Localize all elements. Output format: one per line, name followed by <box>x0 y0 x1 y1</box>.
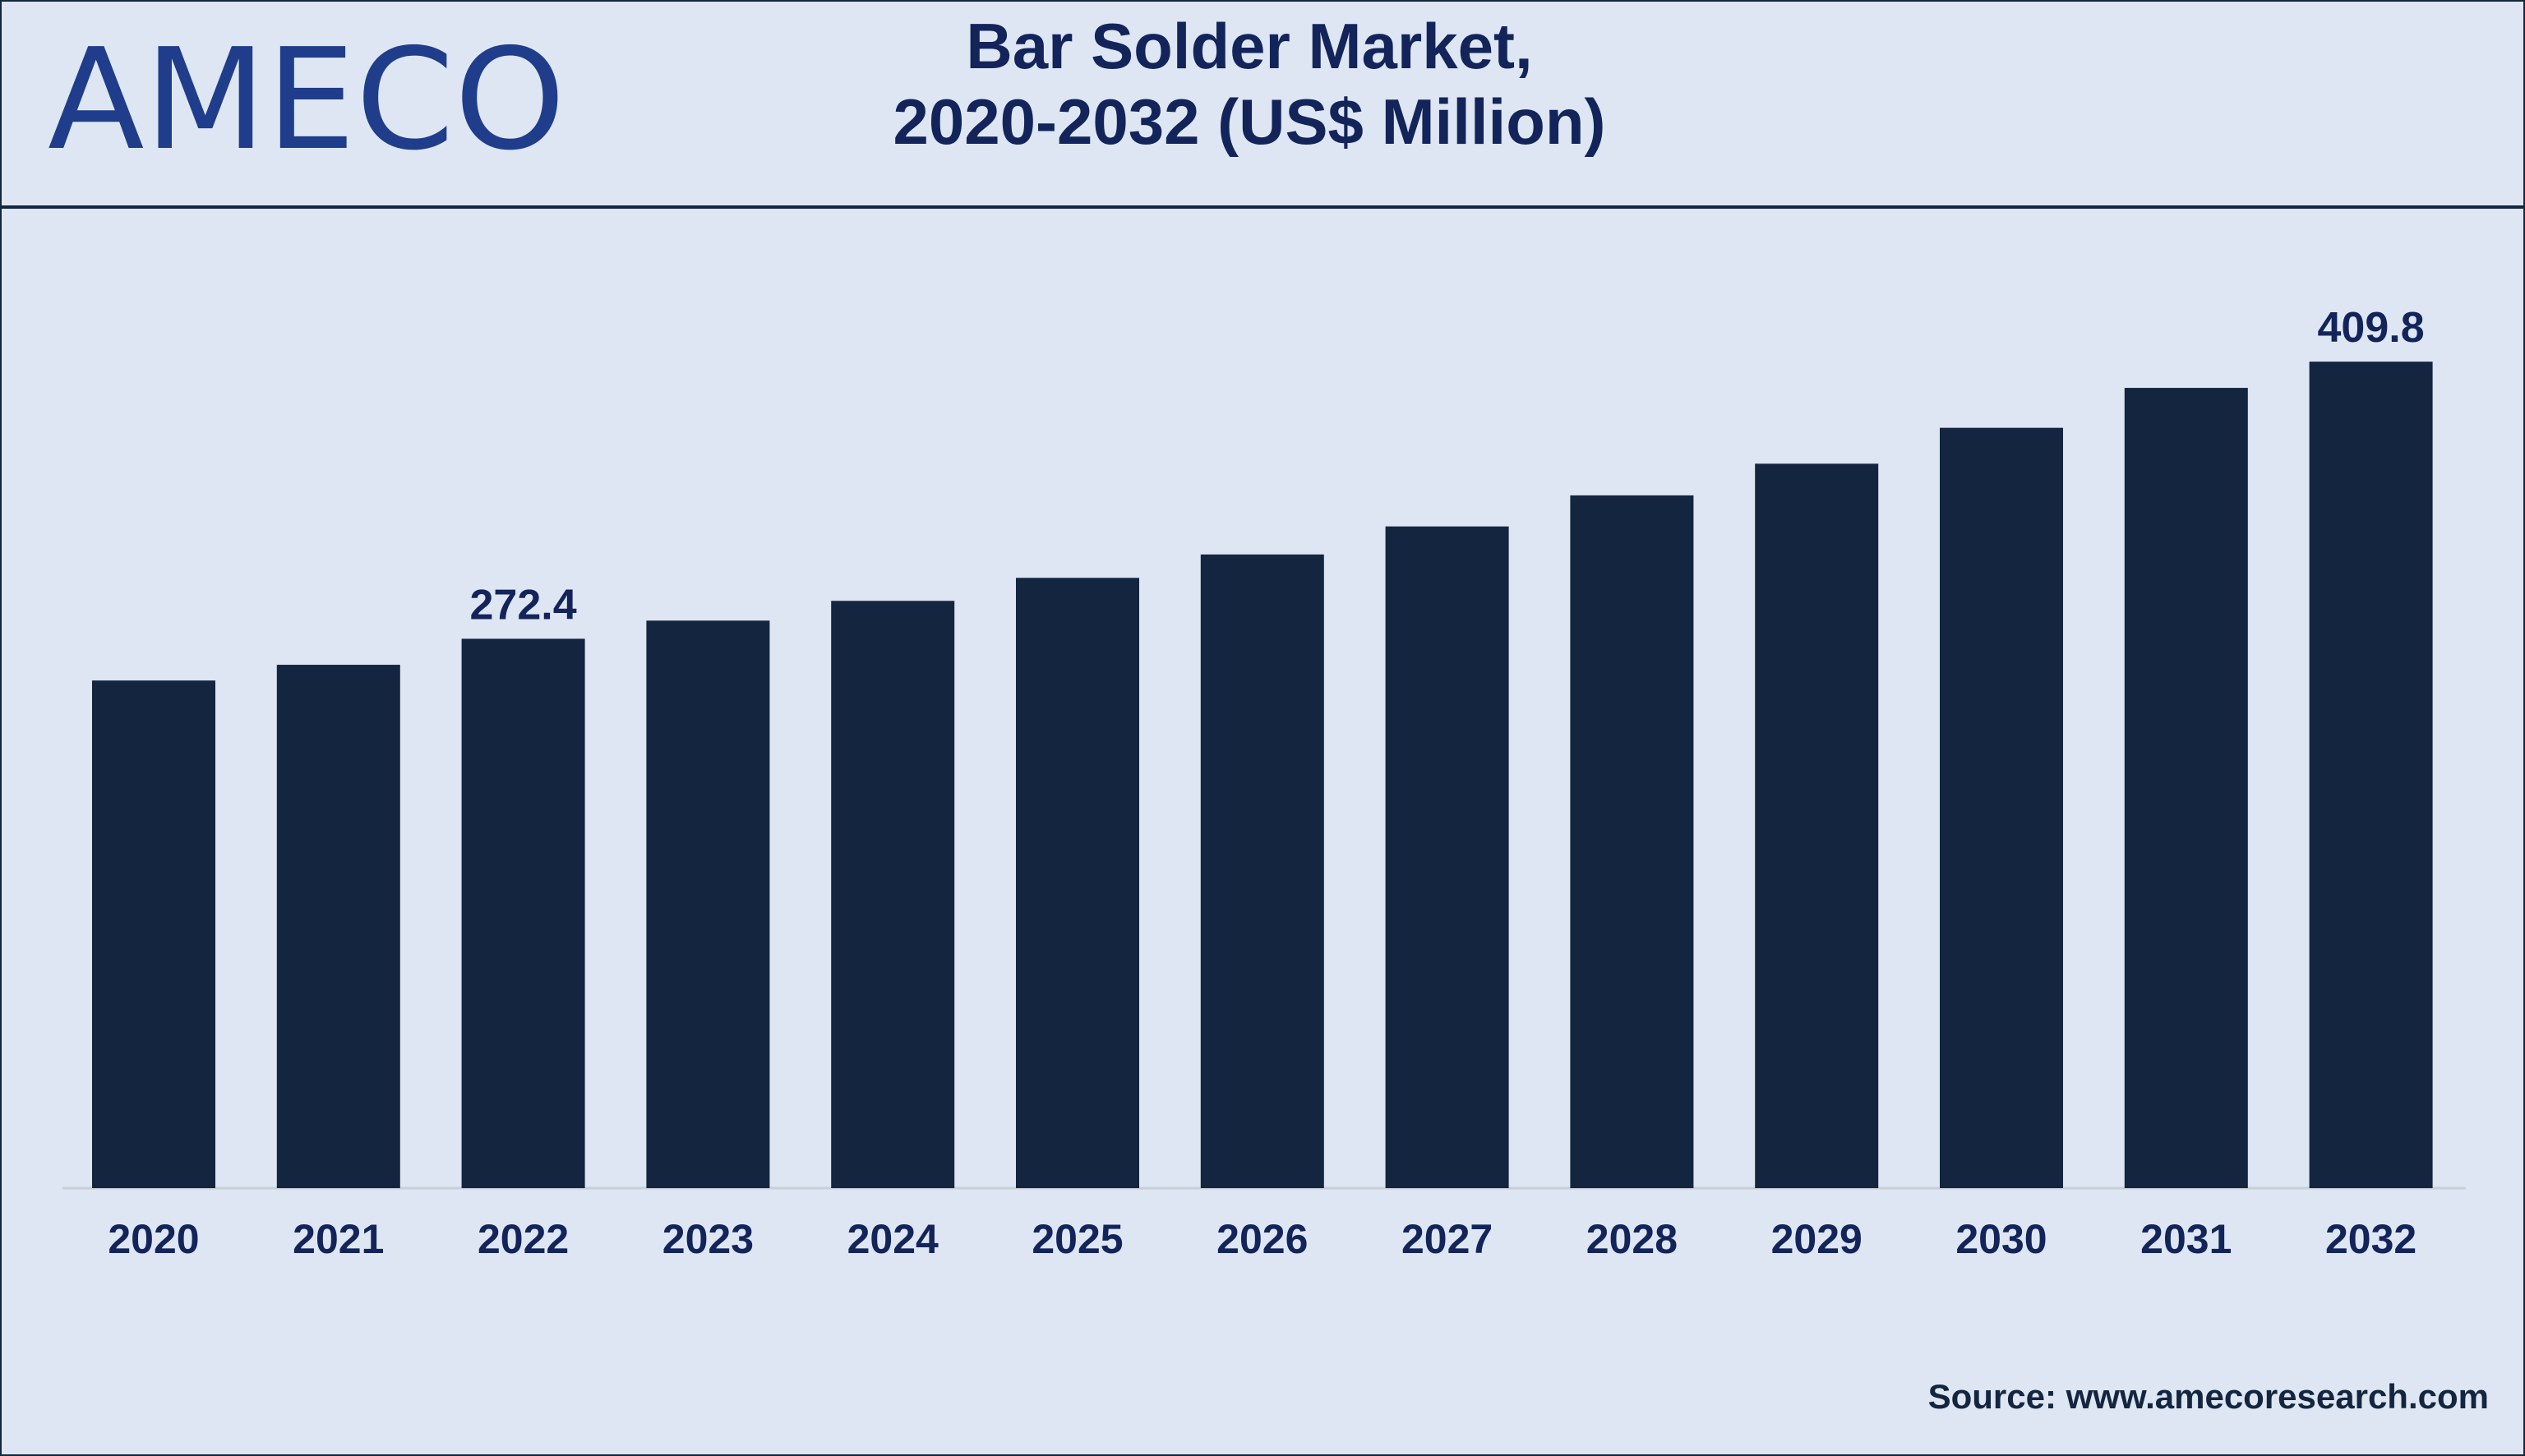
data-label-2022: 272.4 <box>470 581 577 629</box>
bar-2029 <box>1755 463 1879 1188</box>
bar-2027 <box>1385 526 1509 1188</box>
title-line-1: Bar Solder Market, <box>966 10 1533 82</box>
x-tick-label-2022: 2022 <box>478 1216 569 1262</box>
x-tick-label-2021: 2021 <box>293 1216 384 1262</box>
header-divider <box>0 205 2525 209</box>
bar-2024 <box>831 601 955 1188</box>
x-tick-label-2026: 2026 <box>1216 1216 1308 1262</box>
title-line-2: 2020-2032 (US$ Million) <box>893 85 1606 158</box>
x-tick-label-2025: 2025 <box>1032 1216 1123 1262</box>
bar-2031 <box>2124 388 2248 1188</box>
ameco-logo: AMECO <box>48 33 565 164</box>
data-label-2032: 409.8 <box>2318 304 2425 352</box>
x-tick-label-2024: 2024 <box>847 1216 939 1262</box>
x-tick-label-2029: 2029 <box>1771 1216 1863 1262</box>
x-tick-label-2031: 2031 <box>2140 1216 2232 1262</box>
bar-2026 <box>1200 554 1324 1188</box>
bar-2028 <box>1570 495 1694 1188</box>
x-tick-label-2032: 2032 <box>2325 1216 2417 1262</box>
logo-text: AMECO <box>48 33 565 164</box>
bar-2032 <box>2309 362 2433 1189</box>
bar-2030 <box>1940 427 2063 1188</box>
x-tick-label-2020: 2020 <box>108 1216 199 1262</box>
bar-2023 <box>646 620 770 1188</box>
x-tick-label-2028: 2028 <box>1586 1216 1678 1262</box>
bar-2025 <box>1016 578 1139 1188</box>
x-tick-label-2023: 2023 <box>662 1216 754 1262</box>
chart-title: Bar Solder Market, 2020-2032 (US$ Millio… <box>707 8 1792 159</box>
bar-2022 <box>461 638 585 1188</box>
source-note: Source: www.amecoresearch.com <box>1927 1377 2489 1416</box>
x-tick-label-2030: 2030 <box>1955 1216 2047 1262</box>
x-tick-label-2027: 2027 <box>1401 1216 1493 1262</box>
bar-2020 <box>92 680 215 1188</box>
bar-2021 <box>276 665 400 1188</box>
